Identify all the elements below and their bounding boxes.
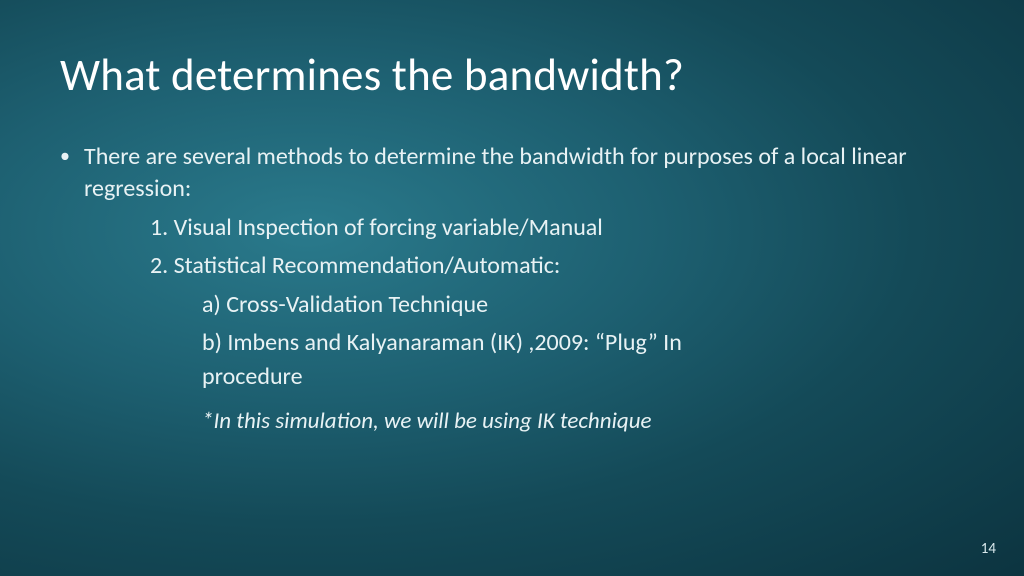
slide-title: What determines the bandwidth? <box>60 48 964 103</box>
list-item: 1. Visual Inspection of forcing variable… <box>150 212 964 244</box>
numbered-list: 1. Visual Inspection of forcing variable… <box>150 212 964 283</box>
list-item: a) Cross-Validation Technique <box>202 289 964 321</box>
bullet-item: • There are several methods to determine… <box>60 141 964 206</box>
page-number: 14 <box>981 540 996 558</box>
list-item: b) Imbens and Kalyanaraman (IK) ,2009: “… <box>202 327 964 359</box>
list-item-continuation: procedure <box>202 361 964 393</box>
bullet-text: There are several methods to determine t… <box>84 141 964 206</box>
list-item: 2. Statistical Recommendation/Automatic: <box>150 250 964 282</box>
slide-content: • There are several methods to determine… <box>60 141 964 437</box>
footnote: *In this simulation, we will be using IK… <box>202 406 964 437</box>
slide: What determines the bandwidth? • There a… <box>0 0 1024 576</box>
lettered-list: a) Cross-Validation Technique b) Imbens … <box>202 289 964 360</box>
bullet-marker: • <box>60 141 84 206</box>
